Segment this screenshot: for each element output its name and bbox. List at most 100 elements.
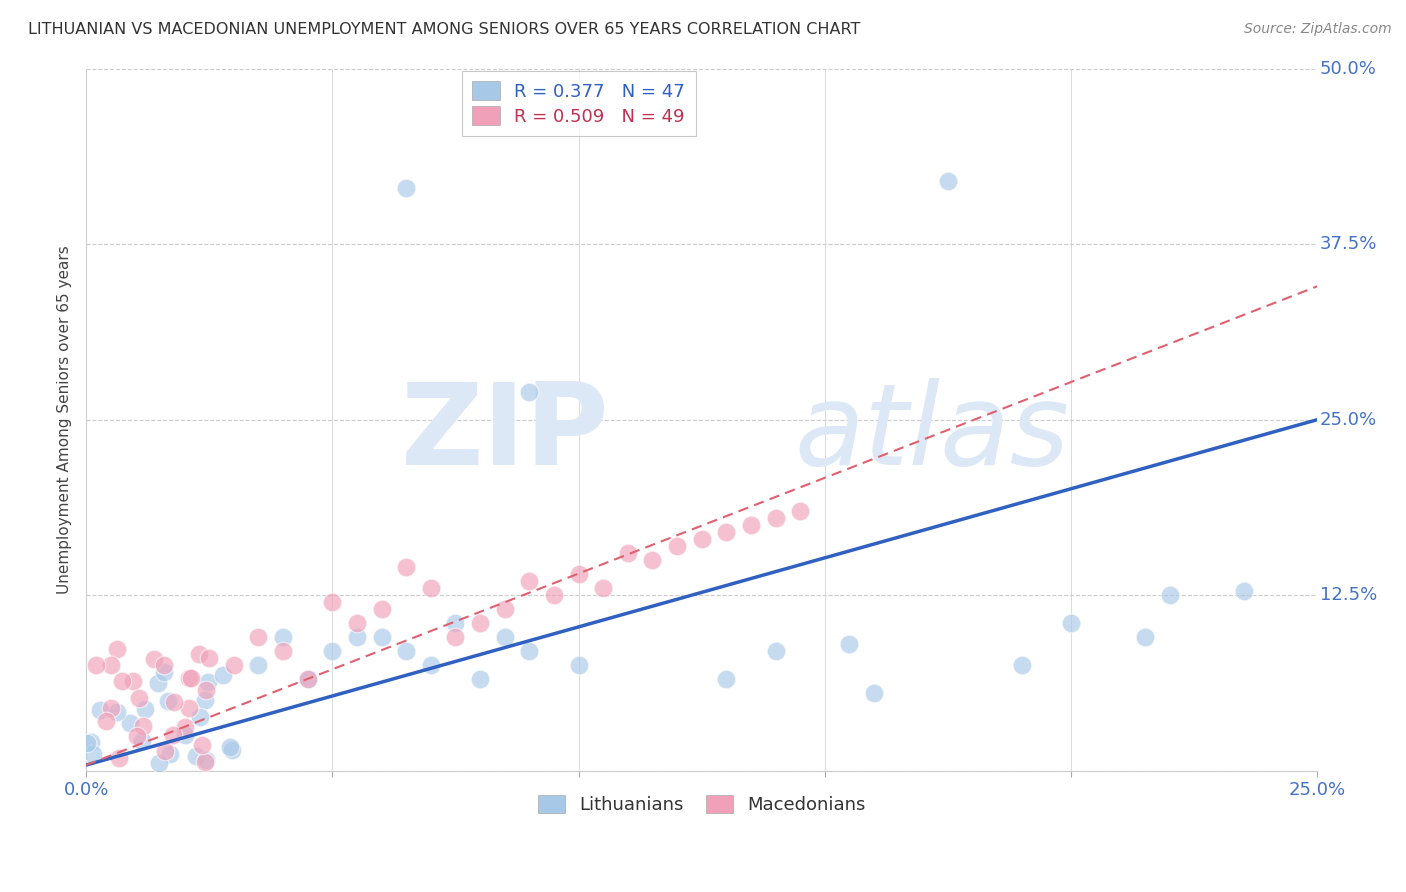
Point: [716, 524, 738, 539]
Point: [517, 574, 540, 588]
Point: [740, 518, 762, 533]
Point: [125, 729, 148, 743]
Point: [568, 567, 591, 582]
Point: [121, 673, 143, 688]
Point: [641, 553, 664, 567]
Text: Source: ZipAtlas.com: Source: ZipAtlas.com: [1244, 22, 1392, 37]
Point: [221, 742, 243, 756]
Point: [80, 735, 103, 749]
Point: [100, 701, 122, 715]
Point: [1011, 658, 1033, 673]
Point: [666, 539, 689, 553]
Point: [105, 705, 128, 719]
Text: 25.0%: 25.0%: [1320, 410, 1376, 429]
Point: [444, 630, 467, 644]
Point: [163, 695, 186, 709]
Point: [174, 728, 197, 742]
Point: [132, 719, 155, 733]
Point: [162, 728, 184, 742]
Point: [187, 647, 209, 661]
Point: [107, 751, 129, 765]
Point: [105, 642, 128, 657]
Point: [94, 714, 117, 729]
Point: [222, 658, 245, 673]
Point: [128, 691, 150, 706]
Point: [194, 755, 217, 769]
Point: [592, 581, 614, 595]
Point: [297, 673, 319, 687]
Point: [1159, 588, 1181, 602]
Point: [321, 595, 343, 609]
Point: [494, 602, 516, 616]
Point: [198, 651, 221, 665]
Point: [134, 702, 156, 716]
Point: [690, 532, 713, 546]
Point: [89, 703, 111, 717]
Point: [395, 560, 418, 574]
Point: [180, 671, 202, 685]
Point: [173, 720, 195, 734]
Point: [159, 747, 181, 762]
Point: [494, 630, 516, 644]
Point: [297, 673, 319, 687]
Point: [1133, 630, 1156, 644]
Point: [395, 181, 418, 195]
Point: [195, 753, 218, 767]
Point: [517, 644, 540, 658]
Point: [247, 630, 270, 644]
Point: [271, 630, 294, 644]
Text: 12.5%: 12.5%: [1320, 586, 1376, 604]
Point: [148, 756, 170, 770]
Point: [419, 658, 441, 673]
Point: [838, 637, 860, 651]
Y-axis label: Unemployment Among Seniors over 65 years: Unemployment Among Seniors over 65 years: [58, 245, 72, 594]
Point: [370, 630, 392, 644]
Point: [84, 658, 107, 673]
Point: [194, 693, 217, 707]
Point: [716, 673, 738, 687]
Point: [765, 644, 787, 658]
Point: [190, 739, 212, 753]
Point: [111, 674, 134, 689]
Point: [188, 710, 211, 724]
Point: [148, 676, 170, 690]
Point: [370, 602, 392, 616]
Point: [179, 700, 201, 714]
Point: [468, 616, 491, 631]
Text: atlas: atlas: [794, 378, 1069, 489]
Point: [153, 744, 176, 758]
Point: [321, 644, 343, 658]
Point: [219, 740, 242, 755]
Point: [1060, 616, 1083, 631]
Point: [936, 174, 959, 188]
Point: [271, 644, 294, 658]
Point: [197, 675, 219, 690]
Point: [142, 652, 165, 666]
Point: [444, 616, 467, 631]
Point: [212, 668, 235, 682]
Point: [468, 673, 491, 687]
Point: [765, 511, 787, 525]
Point: [76, 736, 98, 750]
Point: [152, 665, 174, 680]
Point: [517, 384, 540, 399]
Point: [118, 716, 141, 731]
Point: [617, 546, 640, 560]
Point: [568, 658, 591, 673]
Point: [247, 658, 270, 673]
Point: [131, 733, 153, 747]
Legend: Lithuanians, Macedonians: Lithuanians, Macedonians: [527, 784, 876, 825]
Point: [419, 581, 441, 595]
Point: [177, 671, 200, 685]
Point: [543, 588, 565, 602]
Text: 50.0%: 50.0%: [1320, 60, 1376, 78]
Text: LITHUANIAN VS MACEDONIAN UNEMPLOYMENT AMONG SENIORS OVER 65 YEARS CORRELATION CH: LITHUANIAN VS MACEDONIAN UNEMPLOYMENT AM…: [28, 22, 860, 37]
Point: [195, 683, 218, 698]
Point: [186, 749, 208, 764]
Point: [863, 686, 886, 700]
Point: [346, 630, 368, 644]
Point: [156, 694, 179, 708]
Point: [346, 616, 368, 631]
Point: [789, 504, 811, 518]
Point: [395, 644, 418, 658]
